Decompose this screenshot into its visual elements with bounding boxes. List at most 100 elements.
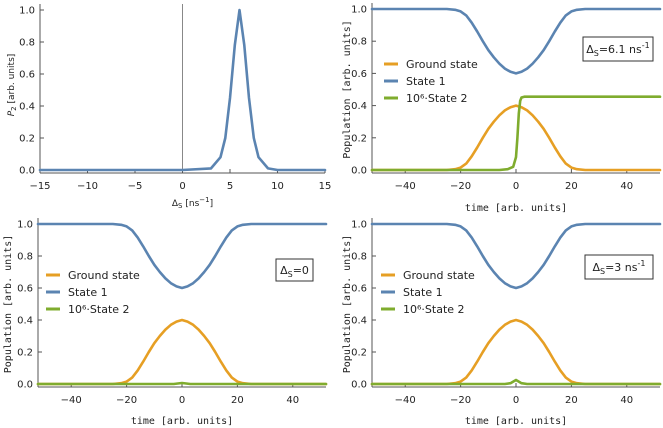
annotation-text: ΔS=3 ns-1 bbox=[592, 259, 645, 276]
x-tick-label: −40 bbox=[395, 395, 416, 406]
delta-annotation: ΔS=0 bbox=[275, 258, 314, 282]
panel-populations-delta-3: 0.0 0.2 0.4 0.6 0.8 1.0 −40 −20 0 20 40 time [arb. … bbox=[342, 218, 662, 427]
y-axis-title-symbol: P bbox=[7, 110, 17, 116]
x-tick-label: −5 bbox=[128, 181, 143, 192]
x-axis-title: time [arb. units] bbox=[465, 203, 567, 214]
legend: Ground state State 1 10⁶·State 2 bbox=[384, 58, 478, 105]
x-axis-title: ΔS [ns−1] bbox=[172, 196, 213, 210]
x-tick-label: 40 bbox=[620, 181, 633, 192]
x-tick-label: 20 bbox=[565, 395, 578, 406]
legend-label: Ground state bbox=[403, 269, 475, 282]
legend-label: State 1 bbox=[68, 286, 108, 299]
x-tick-label: 0 bbox=[513, 395, 519, 406]
x-tick-label: 20 bbox=[231, 395, 244, 406]
x-tick-label: −20 bbox=[450, 395, 471, 406]
y-tick-label: 1.0 bbox=[17, 220, 33, 231]
y-tick-label: 0.0 bbox=[351, 166, 367, 177]
annotation-sup: -1 bbox=[642, 41, 650, 50]
y-axis-title: Population [arb. units] bbox=[342, 20, 353, 158]
y-axis-title: Population [arb. units] bbox=[342, 235, 353, 373]
y-tick-label: 0.4 bbox=[17, 316, 33, 327]
panel-populations-delta-6-1: 0.0 0.2 0.4 0.6 0.8 1.0 −40 −20 0 20 40 time [arb. … bbox=[342, 3, 662, 214]
annotation-value: =3 ns bbox=[605, 261, 638, 274]
annotation-sub: S bbox=[288, 270, 293, 279]
annotation-symbol: Δ bbox=[592, 261, 600, 274]
x-tick-label: 0 bbox=[179, 395, 185, 406]
y-tick-label: 0.0 bbox=[351, 380, 367, 391]
y-axis-title: P2 [arb. units] bbox=[7, 54, 18, 117]
x-tick-label: 20 bbox=[565, 181, 578, 192]
y-tick-label: 0.0 bbox=[17, 380, 33, 391]
annotation-value: =6.1 ns bbox=[599, 43, 642, 56]
y-tick-label: 0.4 bbox=[351, 101, 367, 112]
series-line-state1 bbox=[38, 8, 327, 172]
y-tick-label: 0.6 bbox=[19, 70, 35, 81]
legend-label: State 1 bbox=[406, 75, 446, 88]
x-tick-label: 0 bbox=[513, 181, 519, 192]
x-tick-label: −40 bbox=[61, 395, 82, 406]
series-line-state1 bbox=[36, 222, 328, 290]
y-axis-title: Population [arb. units] bbox=[3, 235, 14, 373]
annotation-symbol: Δ bbox=[280, 264, 288, 277]
legend-label: Ground state bbox=[68, 269, 140, 282]
legend-label: 10⁶·State 2 bbox=[406, 92, 468, 105]
y-tick-label: 0.2 bbox=[351, 133, 367, 144]
delta-annotation: ΔS=3 ns-1 bbox=[584, 254, 654, 280]
annotation-symbol: Δ bbox=[586, 43, 594, 56]
x-tick-label: 15 bbox=[319, 181, 332, 192]
annotation-sub: S bbox=[600, 267, 605, 276]
x-tick-label: 10 bbox=[271, 181, 284, 192]
y-tick-label: 0.2 bbox=[17, 348, 33, 359]
delta-annotation: ΔS=6.1 ns-1 bbox=[582, 36, 654, 62]
x-tick-label: −40 bbox=[395, 181, 416, 192]
legend: Ground state State 1 10⁶·State 2 bbox=[46, 269, 140, 316]
y-tick-label: 0.8 bbox=[351, 252, 367, 263]
annotation-text: ΔS=0 bbox=[280, 264, 309, 279]
series-line-state1 bbox=[370, 7, 662, 75]
y-tick-label: 0.8 bbox=[351, 37, 367, 48]
legend: Ground state State 1 10⁶·State 2 bbox=[381, 269, 475, 316]
x-axis-title-unit: [ns bbox=[183, 199, 200, 209]
annotation-box bbox=[584, 254, 654, 280]
legend-label: 10⁶·State 2 bbox=[403, 303, 465, 316]
x-tick-label: 0 bbox=[179, 181, 185, 192]
annotation-box bbox=[275, 258, 314, 282]
annotation-text: ΔS=6.1 ns-1 bbox=[586, 41, 650, 58]
x-axis-title: time [arb. units] bbox=[465, 416, 567, 427]
y-tick-label: 0.8 bbox=[19, 38, 35, 49]
series-line-ground bbox=[370, 318, 662, 386]
y-tick-label: 0.6 bbox=[17, 284, 33, 295]
x-axis-title-symbol: Δ bbox=[172, 199, 179, 209]
y-tick-label: 1.0 bbox=[351, 5, 367, 16]
y-tick-label: 0.6 bbox=[351, 69, 367, 80]
series-line-ground bbox=[370, 104, 662, 172]
y-tick-label: 1.0 bbox=[19, 6, 35, 17]
y-tick-label: 0.8 bbox=[17, 252, 33, 263]
x-axis-title-unit-end: ] bbox=[210, 199, 214, 209]
series-line-state2 bbox=[370, 95, 662, 172]
y-tick-label: 0.4 bbox=[19, 102, 35, 113]
x-tick-label: −20 bbox=[450, 181, 471, 192]
x-axis-title-sub: S bbox=[178, 202, 183, 210]
y-tick-label: 0.4 bbox=[351, 316, 367, 327]
y-tick-label: 0.6 bbox=[351, 284, 367, 295]
panel-populations-delta-0: 0.0 0.2 0.4 0.6 0.8 1.0 −40 −20 0 20 40 time [arb. … bbox=[3, 218, 328, 427]
y-axis-title-sub: 2 bbox=[10, 106, 18, 110]
annotation-sup: -1 bbox=[638, 259, 646, 268]
annotation-value: =0 bbox=[293, 264, 309, 277]
annotation-box bbox=[582, 36, 654, 62]
x-tick-label: −15 bbox=[29, 181, 50, 192]
y-axis-title-unit: [arb. units] bbox=[7, 54, 17, 107]
x-tick-label: 40 bbox=[286, 395, 299, 406]
annotation-sub: S bbox=[594, 49, 599, 58]
x-tick-label: −20 bbox=[116, 395, 137, 406]
series-line-state2 bbox=[370, 378, 662, 386]
y-tick-label: 0.2 bbox=[351, 348, 367, 359]
y-tick-label: 1.0 bbox=[351, 220, 367, 231]
series-line-state1 bbox=[370, 222, 662, 290]
x-tick-label: 5 bbox=[227, 181, 233, 192]
x-tick-label: 40 bbox=[620, 395, 633, 406]
x-axis-title-sup: −1 bbox=[199, 196, 209, 204]
x-axis-title: time [arb. units] bbox=[131, 416, 233, 427]
